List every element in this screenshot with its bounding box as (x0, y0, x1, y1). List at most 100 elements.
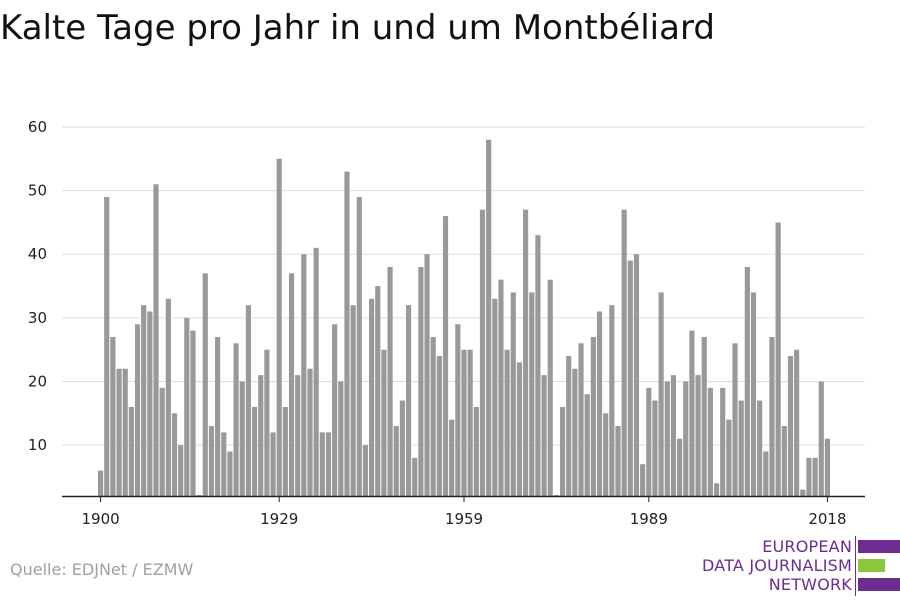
bar (178, 445, 184, 496)
logo-bar-purple-bottom (858, 578, 900, 591)
bar (165, 298, 171, 496)
bar (307, 368, 313, 496)
bar (695, 375, 701, 496)
bar (436, 356, 442, 496)
bar (615, 426, 621, 496)
logo-line-3: NETWORK (768, 575, 852, 594)
bar (640, 464, 646, 496)
bar (652, 400, 658, 496)
bar (584, 394, 590, 496)
bar (202, 273, 208, 496)
bar (738, 400, 744, 496)
bar (412, 457, 418, 496)
bar (245, 305, 251, 496)
x-tick-label: 1929 (260, 510, 298, 528)
source-note: Quelle: EDJNet / EZMW (10, 560, 194, 579)
bar (134, 324, 141, 496)
bar (282, 406, 288, 496)
bar (116, 368, 122, 496)
bar (787, 356, 794, 496)
x-tick-label: 1959 (445, 510, 483, 528)
bar (455, 324, 461, 496)
logo-bar-purple-top (858, 540, 900, 553)
bar (726, 419, 732, 496)
bar (781, 426, 787, 496)
bar (707, 387, 713, 496)
bar (523, 209, 529, 496)
y-tick-label: 40 (28, 245, 47, 263)
bar (664, 381, 670, 496)
bar (461, 349, 467, 496)
bar (381, 349, 387, 496)
bar (344, 171, 350, 496)
bar (763, 451, 769, 496)
logo-line-1: EUROPEAN (762, 537, 852, 556)
bar (812, 457, 818, 496)
bar (541, 375, 547, 496)
bar (375, 286, 381, 496)
bar (498, 279, 504, 496)
bar (356, 196, 362, 496)
bar (128, 406, 134, 496)
bar (301, 254, 307, 496)
bar (818, 381, 824, 496)
y-tick-label: 10 (28, 436, 47, 454)
bar (553, 495, 559, 496)
y-tick-label: 60 (28, 118, 47, 136)
y-tick-label: 20 (28, 372, 47, 390)
bar (757, 400, 763, 496)
bar (670, 375, 677, 496)
bar (504, 349, 510, 496)
bar (683, 381, 689, 496)
bar (418, 266, 424, 496)
bar (701, 336, 707, 496)
bar (227, 451, 233, 496)
x-tick-label: 1900 (81, 510, 119, 528)
bar (572, 368, 578, 496)
x-tick-label: 1989 (630, 510, 668, 528)
bar (338, 381, 344, 496)
bar (578, 343, 584, 496)
bar (190, 330, 196, 496)
bar (689, 330, 695, 496)
bar (744, 266, 750, 496)
bar (104, 196, 110, 496)
bar (510, 292, 516, 496)
bar (677, 438, 683, 496)
bar (646, 387, 652, 496)
bar (424, 254, 430, 496)
bar (732, 343, 738, 496)
bar (258, 375, 264, 496)
bar (713, 483, 720, 496)
bar (215, 336, 221, 496)
x-axis: 1900 1929 1959 1989 2018 (62, 495, 865, 528)
bar (208, 426, 215, 496)
bar (492, 298, 498, 496)
logo-line-2: DATA JOURNALISM (702, 556, 852, 575)
bar (535, 235, 541, 497)
bar (449, 419, 455, 496)
bar (362, 445, 369, 496)
bar (473, 406, 479, 496)
x-tick-label: 2018 (808, 510, 846, 528)
y-tick-label: 30 (28, 309, 47, 327)
bar (251, 406, 258, 496)
bar (559, 406, 566, 496)
bar (332, 324, 338, 496)
bar (405, 305, 412, 496)
bar (720, 387, 726, 496)
y-tick-label: 50 (28, 182, 47, 200)
bar (319, 432, 325, 496)
bar (122, 368, 128, 496)
bar (794, 349, 800, 496)
bar (486, 139, 492, 497)
bar (621, 209, 627, 496)
bar (633, 254, 640, 496)
bar (233, 343, 239, 496)
bar (516, 362, 523, 496)
bar (171, 413, 178, 496)
bar (141, 305, 147, 496)
bar (98, 470, 104, 496)
bar (387, 266, 393, 496)
